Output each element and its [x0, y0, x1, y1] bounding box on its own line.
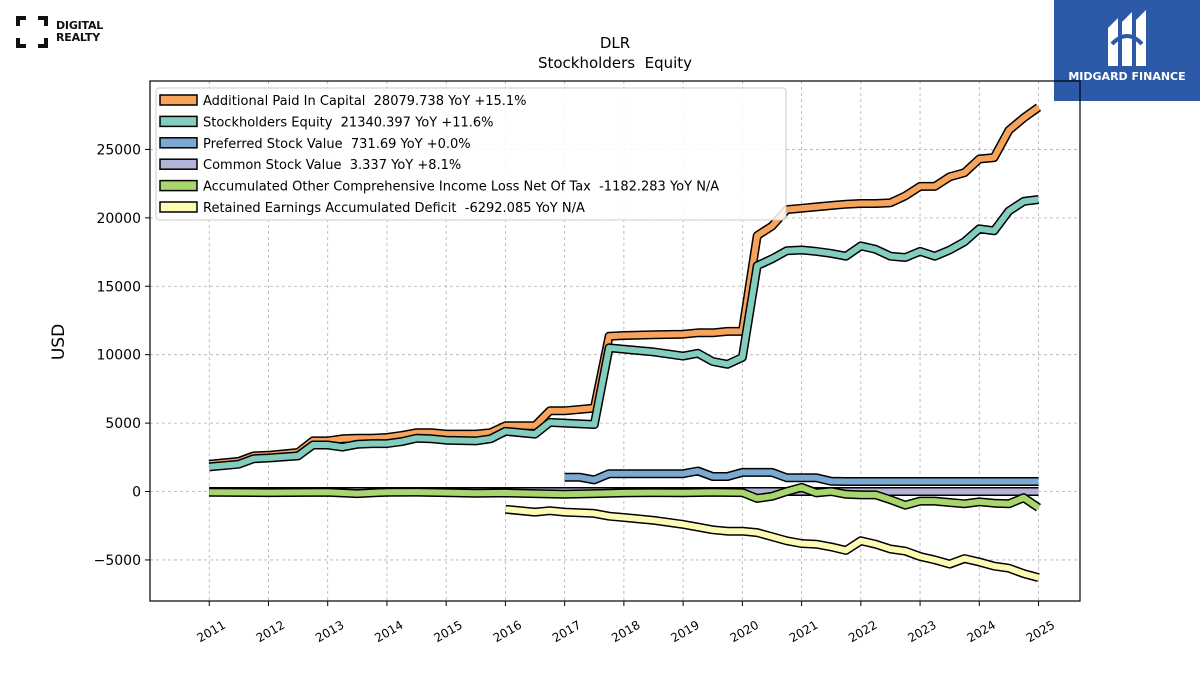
- y-tick-label: 25000: [96, 142, 141, 158]
- series-line: [505, 506, 1040, 581]
- digital-realty-mark-icon: [16, 16, 48, 48]
- x-tick-label: 2019: [668, 618, 701, 645]
- plot-frame: [149, 80, 1081, 602]
- brand-line1: DIGITAL: [56, 19, 104, 32]
- series-line: [209, 484, 1041, 511]
- legend-entry: Common Stock Value 3.337 YoY +8.1%: [203, 158, 461, 173]
- y-tick-label: 15000: [96, 279, 141, 295]
- x-tick-label: 2023: [905, 618, 938, 645]
- legend-swatch: [159, 201, 198, 213]
- legend-swatch: [159, 158, 198, 170]
- legend-entry: Preferred Stock Value 731.69 YoY +0.0%: [203, 137, 471, 152]
- legend-swatch: [159, 179, 198, 192]
- badge-name: MIDGARD FINANCE: [1068, 70, 1186, 83]
- legend-box: [155, 87, 787, 221]
- legend: Additional Paid In Capital 28079.738 YoY…: [155, 87, 787, 221]
- legend-entry: Stockholders Equity 21340.397 YoY +11.6%: [203, 115, 494, 130]
- brand-line2: REALTY: [56, 31, 100, 44]
- x-tick-label: 2015: [431, 618, 464, 645]
- x-tick-label: 2016: [491, 618, 524, 645]
- legend-entry: Additional Paid In Capital 28079.738 YoY…: [203, 94, 527, 109]
- midgard-mark-icon: [1108, 10, 1146, 66]
- y-tick-label: 10000: [96, 348, 141, 364]
- legend-swatch: [159, 94, 198, 106]
- chart-subtitle: Stockholders Equity: [538, 54, 692, 72]
- x-tick-label: 2017: [550, 618, 583, 645]
- x-tick-label: 2020: [728, 618, 761, 645]
- legend-entry: Accumulated Other Comprehensive Income L…: [203, 180, 719, 195]
- x-tick-label: 2024: [965, 618, 998, 645]
- y-tick-label: −5000: [94, 553, 141, 569]
- x-tick-label: 2013: [313, 618, 346, 645]
- y-tick-label: 20000: [96, 211, 141, 227]
- x-tick-label: 2012: [254, 618, 287, 645]
- legend-entry: Retained Earnings Accumulated Deficit -6…: [203, 201, 585, 216]
- brand-logo: DIGITAL REALTY: [16, 16, 103, 48]
- legend-swatch: [159, 115, 198, 128]
- midgard-finance-badge: MIDGARD FINANCE: [1054, 0, 1200, 101]
- x-tick-label: 2021: [787, 618, 820, 645]
- x-tick-label: 2018: [609, 618, 642, 645]
- series-layer: [208, 103, 1042, 582]
- series-outline: [504, 504, 1040, 582]
- x-tick-label: 2014: [372, 618, 405, 645]
- y-axis-label: USD: [49, 324, 69, 360]
- series-line: [564, 468, 1039, 485]
- y-tick-label: 0: [132, 485, 141, 501]
- x-tick-label: 2022: [846, 618, 879, 645]
- chart-title: DLR: [600, 34, 630, 52]
- y-tick-label: 5000: [105, 416, 141, 432]
- brand-name: DIGITAL REALTY: [56, 20, 103, 44]
- series-line: [208, 104, 1041, 468]
- x-tick-label: 2011: [195, 618, 228, 645]
- legend-swatch: [159, 137, 198, 149]
- x-tick-label: 2025: [1024, 618, 1057, 645]
- series-line: [208, 196, 1039, 470]
